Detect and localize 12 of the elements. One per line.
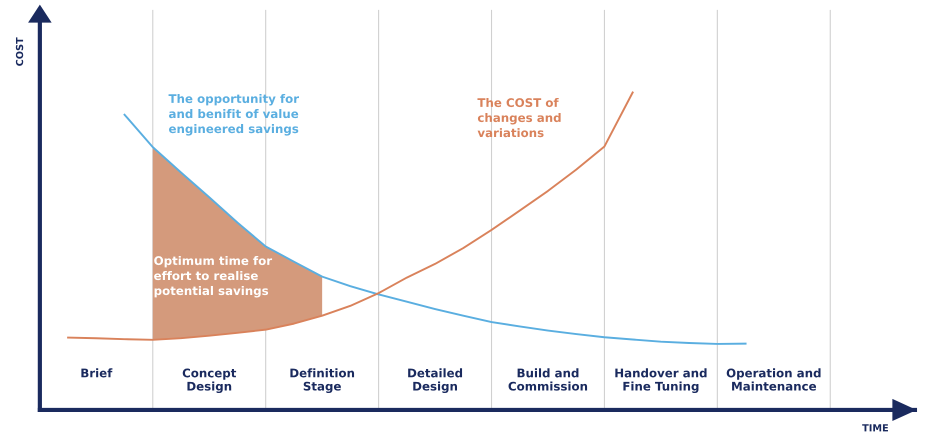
x-tick-label: Brief: [81, 368, 112, 378]
x-tick-label: Concept Design: [182, 368, 236, 394]
x-tick-label: Build and Commission: [508, 368, 588, 391]
annotation: The COST of changes and variations: [477, 98, 561, 138]
x-axis-title: TIME: [862, 424, 888, 432]
x-tick-label: Definition Stage: [290, 368, 354, 394]
y-axis-title: COST: [16, 37, 24, 66]
x-tick-label: Handover and Fine Tuning: [615, 368, 707, 394]
x-tick-label: Detailed Design: [408, 368, 462, 394]
x-tick-label: Operation and Maintenance: [726, 368, 821, 391]
annotation: Optimum time for effort to realise potential savings: [154, 256, 272, 298]
annotation: The opportunity for and benifit of value engineered savings: [168, 94, 299, 136]
